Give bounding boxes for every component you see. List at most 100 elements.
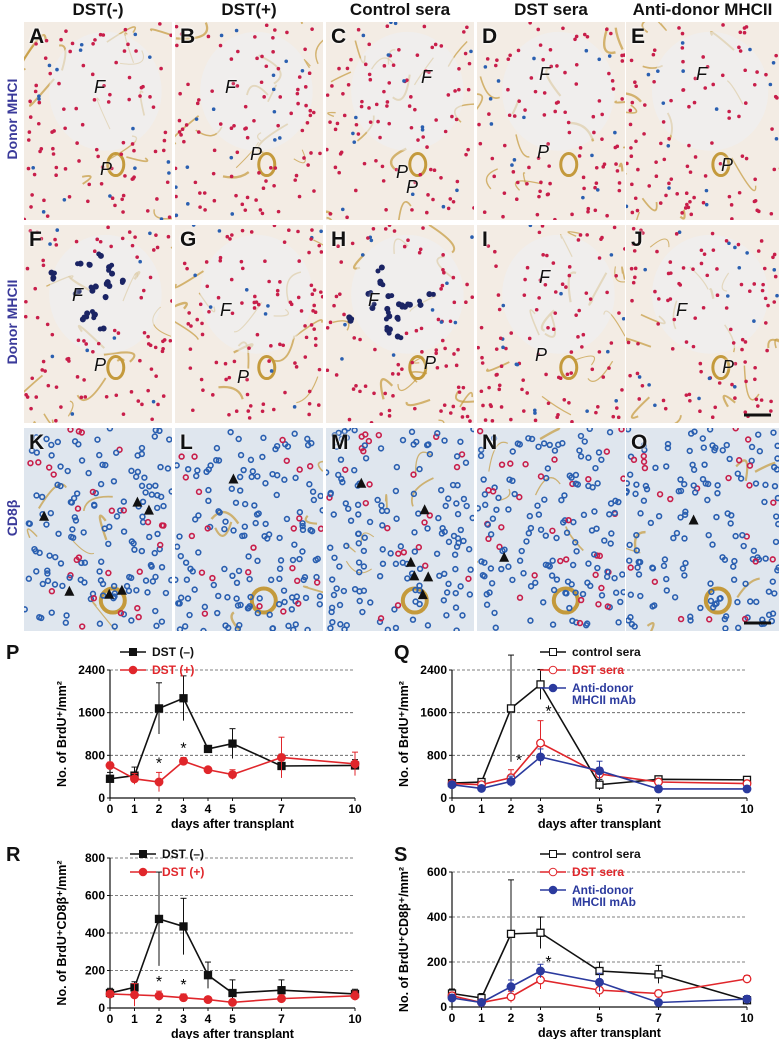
panel-letter-d: D	[482, 25, 498, 48]
data-point	[506, 982, 516, 992]
panel-letter-h: H	[331, 228, 347, 251]
series-line	[109, 697, 356, 780]
data-point	[350, 759, 360, 769]
x-tick-label: 3	[537, 802, 544, 816]
row-title-donor-mhcii: Donor MHCII	[4, 279, 20, 365]
y-axis-label: No. of BrdU⁺/mm²	[55, 681, 69, 787]
micrograph-image	[626, 226, 779, 423]
chart-svg: 0 200 400 600 800 0 1 2 3 4 5 7 10 days after transpl…	[55, 847, 362, 1039]
legend-marker	[548, 683, 558, 693]
data-point	[536, 738, 545, 748]
legend-label: DST (–)	[162, 847, 204, 861]
legend-label: DST (+)	[162, 865, 204, 879]
micrograph-image	[626, 22, 779, 220]
region-label-f: F	[220, 300, 231, 320]
column-title-dst-pos: DST(+)	[221, 0, 277, 19]
legend-marker	[548, 885, 558, 895]
micrograph-image	[24, 225, 172, 423]
data-point	[154, 777, 164, 787]
series-line	[109, 917, 356, 995]
data-point	[742, 784, 752, 794]
data-point	[536, 752, 545, 762]
significance-asterisk: *	[156, 974, 162, 991]
y-tick-label: 0	[440, 791, 447, 805]
micrograph-image	[24, 428, 172, 631]
micrograph-panel-b: B F P	[175, 22, 323, 220]
data-point	[105, 989, 115, 999]
panel-letter-b: B	[180, 25, 196, 48]
data-point	[154, 704, 164, 713]
y-tick-label: 600	[427, 865, 447, 879]
x-tick-label: 1	[131, 1012, 138, 1026]
micrograph-panel-a: A F P	[24, 22, 172, 220]
x-tick-label: 10	[740, 1011, 754, 1025]
micrograph-panel-j: J F P	[626, 225, 779, 423]
x-tick-label: 3	[537, 1011, 544, 1025]
y-tick-label: 600	[85, 889, 105, 903]
panel-letter-l: L	[180, 431, 193, 454]
micrograph-panel-h: H F P	[326, 225, 474, 423]
region-label-f: F	[94, 77, 105, 97]
micrograph-image	[24, 22, 172, 220]
panel-letter-g: G	[180, 228, 197, 251]
legend-label: Anti-donor	[572, 883, 634, 897]
data-point	[105, 761, 115, 770]
x-tick-label: 1	[478, 1011, 485, 1025]
panel-letter-m: M	[331, 431, 349, 454]
column-title-control-sera: Control sera	[349, 0, 451, 19]
panel-letter-f: F	[29, 228, 42, 251]
x-tick-label: 2	[508, 1011, 515, 1025]
data-point	[506, 929, 516, 939]
legend-marker	[549, 850, 557, 858]
legend-label: DST (–)	[152, 645, 194, 659]
data-point	[477, 783, 486, 793]
chart-svg: 0 800 1600 2400 0 1 2 3 5 7 10 days after transplan…	[397, 645, 754, 831]
data-point	[654, 784, 663, 794]
panel-letter-j: J	[631, 228, 643, 251]
x-tick-label: 1	[478, 802, 485, 816]
data-point	[277, 986, 286, 995]
data-point	[179, 756, 188, 766]
micrograph-image	[326, 225, 474, 423]
legend-label: DST sera	[572, 865, 624, 879]
y-tick-label: 200	[85, 964, 105, 978]
region-label-p: P	[100, 159, 113, 179]
y-tick-label: 2400	[78, 663, 105, 677]
legend-marker	[139, 850, 147, 858]
micrograph-image	[175, 22, 323, 218]
data-point	[654, 998, 663, 1007]
significance-asterisk: *	[156, 755, 162, 772]
x-tick-label: 5	[596, 802, 603, 816]
x-tick-label: 7	[655, 1011, 662, 1025]
panel-letter-n: N	[482, 431, 498, 454]
data-point	[742, 974, 752, 984]
chart-letter-q: Q	[394, 642, 410, 664]
micrograph-panel-f: F F P	[24, 225, 172, 423]
micrograph-panel-g: G F P	[175, 225, 323, 423]
x-tick-label: 4	[205, 1012, 212, 1026]
chart-p: P 0 800 1600 2400 0 1 2 3 4 5 7 10 days after transp…	[0, 640, 390, 840]
region-label-f: F	[696, 64, 707, 84]
y-tick-label: 800	[85, 748, 105, 762]
x-tick-label: 5	[229, 1012, 236, 1026]
data-point	[277, 994, 286, 1004]
region-label-p: P	[406, 177, 419, 197]
micrograph-panel-o: O	[626, 428, 779, 631]
data-point	[130, 774, 139, 784]
region-label-f: F	[368, 290, 379, 310]
micrograph-panel-e: E F P	[626, 22, 779, 220]
region-label-p: P	[94, 355, 107, 375]
y-tick-label: 400	[85, 926, 105, 940]
y-tick-label: 800	[427, 748, 447, 762]
data-point	[447, 993, 457, 1003]
data-point	[477, 998, 486, 1007]
significance-asterisk: *	[516, 753, 522, 770]
chart-svg: 0 200 400 600 0 1 2 3 5 7 10 days after transplant N…	[397, 847, 754, 1039]
x-tick-label: 5	[229, 802, 236, 816]
region-label-p: P	[535, 345, 548, 365]
x-tick-label: 7	[278, 1012, 285, 1026]
micrograph-image	[477, 22, 625, 220]
y-tick-label: 800	[85, 851, 105, 865]
micrograph-image	[326, 428, 474, 631]
column-title-dst-neg: DST(-)	[72, 0, 124, 19]
